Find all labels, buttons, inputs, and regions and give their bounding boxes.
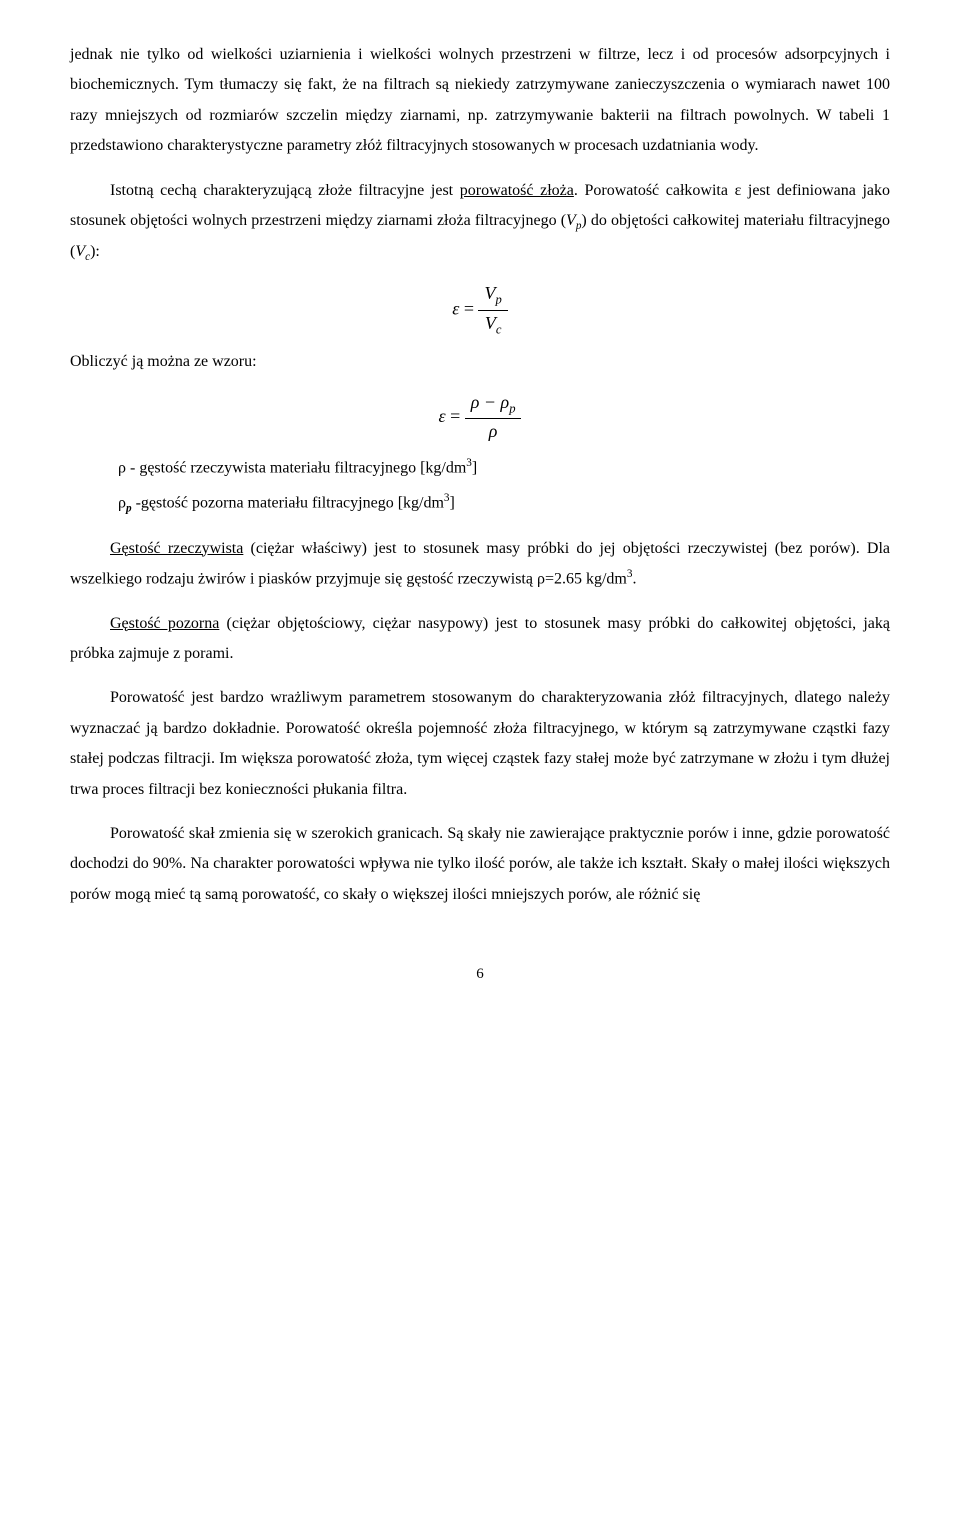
symbol-V: V (484, 283, 495, 303)
symbol-rho: ρ (501, 392, 510, 412)
paragraph-calc: Obliczyć ją można ze wzoru: (70, 347, 890, 377)
subscript: c (496, 322, 502, 336)
symbol-rho: ρ (471, 392, 480, 412)
text-run: -gęstość pozorna materiału filtracyjnego… (132, 494, 444, 511)
paragraph-real-density: Gęstość rzeczywista (ciężar właściwy) je… (70, 534, 890, 595)
formula-eps-volume: ε = Vp Vc (70, 283, 890, 337)
symbol-V: V (485, 313, 496, 333)
subscript: p (509, 401, 515, 415)
definitions-block: ρ - gęstość rzeczywista materiału filtra… (118, 453, 890, 520)
paragraph-intro: jednak nie tylko od wielkości uziarnieni… (70, 40, 890, 162)
symbol-epsilon: ε (439, 405, 446, 425)
text-run: ): (90, 243, 100, 260)
text-run: . (632, 570, 636, 587)
text-run: ] (472, 459, 477, 476)
def-rho: ρ - gęstość rzeczywista materiału filtra… (118, 453, 890, 484)
subscript: p (495, 292, 501, 306)
paragraph-porosity-sensitive: Porowatość jest bardzo wrażliwym paramet… (70, 683, 890, 805)
page-number: 6 (70, 960, 890, 989)
paragraph-apparent-density: Gęstość pozorna (ciężar objętościowy, ci… (70, 609, 890, 670)
text-run: ρ (118, 494, 126, 511)
def-rho-p: ρp -gęstość pozorna materiału filtracyjn… (118, 488, 890, 520)
paragraph-porosity: Istotną cechą charakteryzującą złoże fil… (70, 176, 890, 269)
underline-apparent-density: Gęstość pozorna (110, 615, 219, 632)
paragraph-rock-porosity: Porowatość skał zmienia się w szerokich … (70, 819, 890, 910)
text-run: ] (450, 494, 455, 511)
text-run: ρ - gęstość rzeczywista materiału filtra… (118, 459, 466, 476)
text-run: Istotną cechą charakteryzującą złoże fil… (110, 182, 460, 199)
symbol-epsilon: ε (452, 298, 459, 318)
underline-real-density: Gęstość rzeczywista (110, 540, 243, 557)
symbol-rho: ρ (489, 421, 498, 441)
formula-eps-density: ε = ρ − ρp ρ (70, 392, 890, 443)
underline-porosity: porowatość złoża (460, 182, 574, 199)
